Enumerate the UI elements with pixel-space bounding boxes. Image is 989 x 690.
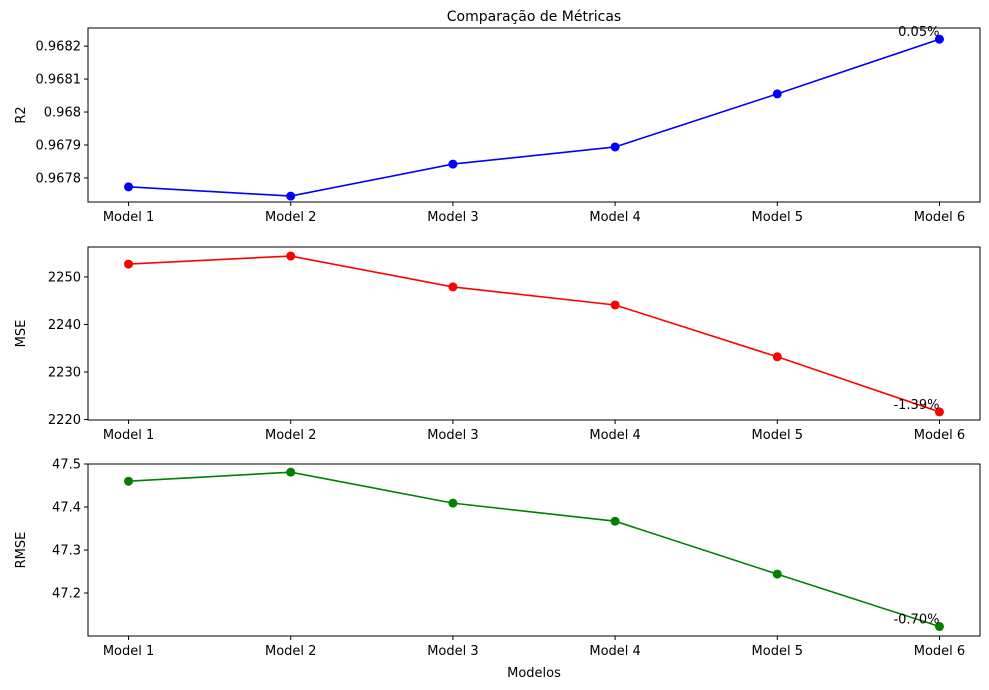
x-tick-label: Model 2: [265, 644, 316, 659]
point: [772, 352, 782, 362]
y-tick-label: 0.9679: [36, 138, 82, 153]
line-series: [128, 255, 940, 413]
y-axis-label: MSE: [14, 320, 29, 348]
annotation: -0.70%: [893, 613, 939, 628]
x-tick-label: Model 1: [103, 428, 154, 443]
point: [124, 259, 134, 269]
axes-frame: [87, 463, 981, 637]
y-tick-label: 47.3: [52, 544, 81, 559]
axes-frame: [87, 246, 981, 421]
y-tick-label: 2250: [48, 270, 81, 285]
x-tick-label: Model 3: [427, 210, 478, 225]
x-tick-label: Model 3: [427, 644, 478, 659]
annotation: 0.05%: [898, 25, 939, 40]
x-tick-label: Model 4: [589, 428, 640, 443]
point: [610, 300, 620, 310]
annotation: -1.39%: [893, 398, 939, 413]
x-tick-label: Model 4: [589, 210, 640, 225]
point: [934, 622, 944, 632]
x-tick-label: Model 6: [914, 210, 965, 225]
x-tick-label: Model 4: [589, 644, 640, 659]
y-tick-label: 0.9678: [36, 171, 82, 186]
x-tick-label: Model 5: [752, 644, 803, 659]
line-series: [128, 38, 940, 197]
x-tick-label: Model 2: [265, 210, 316, 225]
y-axis-label: R2: [14, 106, 29, 123]
y-tick-label: 2240: [48, 318, 81, 333]
point: [448, 159, 458, 169]
line-series: [128, 471, 940, 628]
point: [934, 407, 944, 417]
point: [124, 476, 134, 486]
point: [448, 498, 458, 508]
x-tick-label: Model 2: [265, 428, 316, 443]
x-tick-label: Model 5: [752, 210, 803, 225]
axes-frame: [87, 27, 981, 203]
x-tick-label: Model 1: [103, 644, 154, 659]
y-tick-label: 0.9682: [36, 40, 82, 55]
y-tick-label: 2230: [48, 365, 81, 380]
point: [610, 142, 620, 152]
point: [934, 34, 944, 44]
point: [286, 467, 296, 477]
y-tick-label: 0.968: [44, 106, 81, 121]
point: [772, 569, 782, 579]
x-tick-label: Model 1: [103, 210, 154, 225]
x-tick-label: Model 6: [914, 428, 965, 443]
x-axis-label: Modelos: [507, 666, 561, 681]
point: [448, 282, 458, 292]
y-tick-label: 47.5: [52, 458, 81, 473]
point: [286, 251, 296, 261]
y-tick-label: 0.9681: [36, 73, 82, 88]
point: [286, 191, 296, 201]
point: [610, 516, 620, 526]
x-tick-label: Model 6: [914, 644, 965, 659]
point: [124, 182, 134, 192]
point: [772, 89, 782, 99]
y-axis-label: RMSE: [14, 532, 29, 569]
chart-title: Comparação de Métricas: [447, 9, 621, 25]
x-tick-label: Model 3: [427, 428, 478, 443]
y-tick-label: 2220: [48, 413, 81, 428]
y-tick-label: 47.2: [52, 587, 81, 602]
y-tick-label: 47.4: [52, 501, 81, 516]
x-tick-label: Model 5: [752, 428, 803, 443]
